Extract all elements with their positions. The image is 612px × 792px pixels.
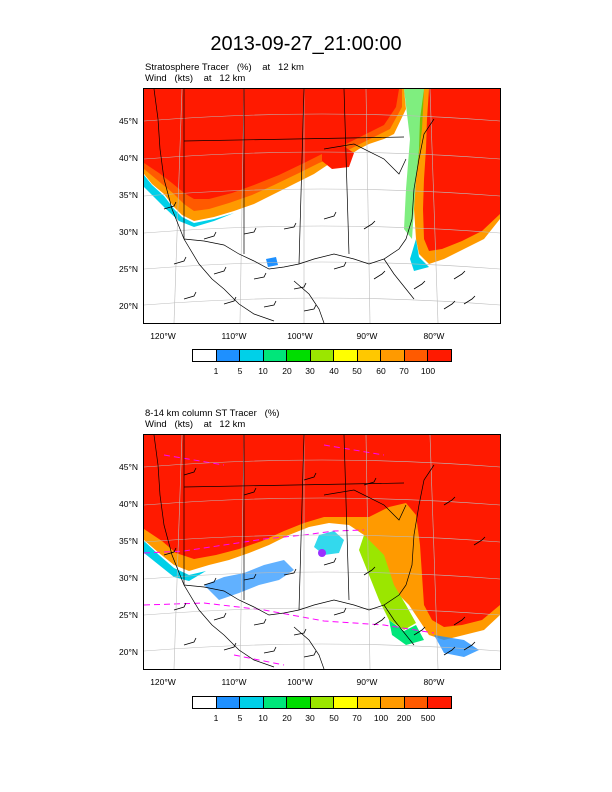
panel2-lon-label: 80°W: [423, 677, 445, 687]
panel2-colorbar-label: 20: [282, 713, 292, 723]
panel1-lat-label: 20°N: [119, 301, 138, 311]
panel1-lon-label: 90°W: [356, 331, 378, 341]
panel2-lat-label: 25°N: [119, 610, 138, 620]
panel2-lat-label: 35°N: [119, 536, 138, 546]
panel1-colorbar-label: 100: [420, 366, 436, 376]
panel1-lat-label: 45°N: [119, 116, 138, 126]
panel1-lat-label: 25°N: [119, 264, 138, 274]
panel1-colorbar-label: 40: [329, 366, 339, 376]
panel1-lon-label: 80°W: [423, 331, 445, 341]
panel2-title-line1: 8-14 km column ST Tracer (%): [145, 408, 280, 419]
panel2-lon-label: 110°W: [221, 677, 247, 687]
panel1-colorbar-label: 5: [237, 366, 243, 376]
panel2-title-line2: Wind (kts) at 12 km: [145, 419, 246, 430]
panel1-colorbar-label: 50: [352, 366, 362, 376]
panel2-lat-label: 30°N: [119, 573, 138, 583]
panel1-colorbar-label: 30: [305, 366, 315, 376]
panel1-title-line1: Stratosphere Tracer (%) at 12 km: [145, 62, 304, 73]
panel2-colorbar-label: 500: [420, 713, 436, 723]
panel1-colorbar: [192, 349, 452, 362]
panel1-colorbar-label: 60: [376, 366, 386, 376]
panel2-lat-label: 40°N: [119, 499, 138, 509]
panel2-colorbar-label: 50: [329, 713, 339, 723]
panel2-lon-label: 90°W: [356, 677, 378, 687]
panel1-lon-label: 110°W: [221, 331, 247, 341]
panel1-lat-label: 30°N: [119, 227, 138, 237]
panel2-colorbar-label: 30: [305, 713, 315, 723]
panel1-map: [143, 88, 501, 324]
panel2-colorbar-label: 5: [237, 713, 243, 723]
panel2-lat-label: 45°N: [119, 462, 138, 472]
panel2-colorbar-label: 1: [213, 713, 219, 723]
panel2-colorbar-label: 10: [258, 713, 268, 723]
panel1-colorbar-label: 10: [258, 366, 268, 376]
panel2-colorbar: [192, 696, 452, 709]
panel1-lon-label: 120°W: [150, 331, 176, 341]
panel2-lat-label: 20°N: [119, 647, 138, 657]
panel1-colorbar-label: 20: [282, 366, 292, 376]
panel2-map: [143, 434, 501, 670]
panel2-colorbar-label: 100: [373, 713, 389, 723]
panel1-colorbar-label: 1: [213, 366, 219, 376]
panel2-colorbar-label: 200: [396, 713, 412, 723]
panel2-colorbar-label: 70: [352, 713, 362, 723]
main-title: 2013-09-27_21:00:00: [210, 33, 402, 55]
panel1-title-line2: Wind (kts) at 12 km: [145, 73, 246, 84]
panel2-lon-label: 100°W: [287, 677, 313, 687]
panel1-lon-label: 100°W: [287, 331, 313, 341]
panel1-colorbar-label: 70: [399, 366, 409, 376]
panel2-lon-label: 120°W: [150, 677, 176, 687]
panel1-lat-label: 40°N: [119, 153, 138, 163]
panel1-lat-label: 35°N: [119, 190, 138, 200]
